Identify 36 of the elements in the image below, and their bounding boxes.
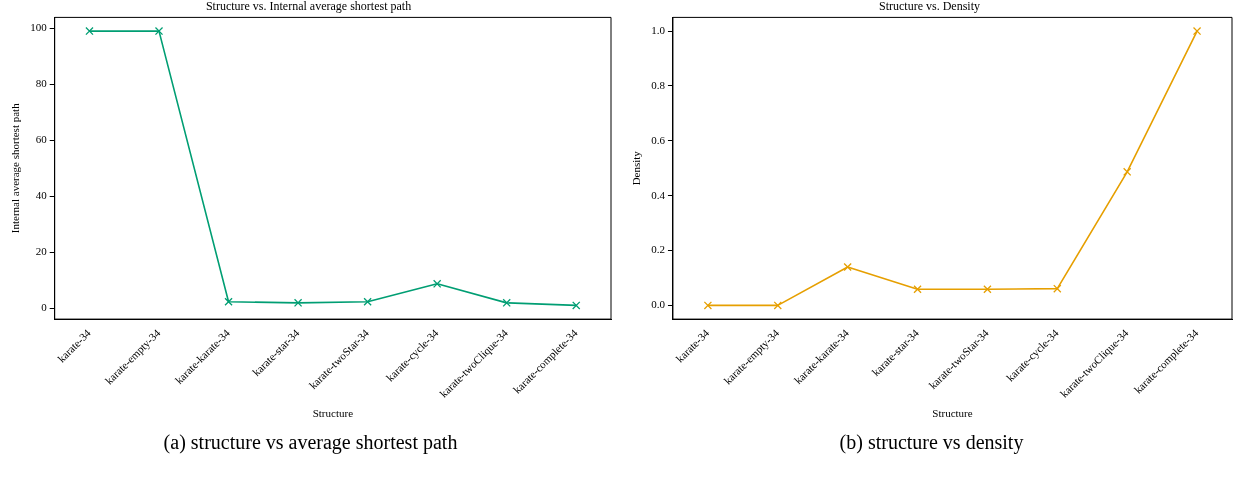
y-tick-label: 0.6 <box>651 133 666 146</box>
point <box>502 298 511 308</box>
y-tick-label: 20 <box>35 245 48 258</box>
point <box>983 285 992 294</box>
point <box>1122 167 1132 176</box>
x-axis-title: Structure <box>312 407 354 420</box>
text: (a) structure vs average shortest path <box>162 431 459 454</box>
point <box>773 301 782 310</box>
point <box>85 26 94 36</box>
point <box>432 279 442 289</box>
y-tick-label: 0.0 <box>651 298 666 311</box>
text: (b) structure vs density <box>838 431 1025 454</box>
point <box>154 26 164 36</box>
point <box>1053 284 1062 293</box>
point <box>224 297 233 306</box>
y-tick-label: 100 <box>30 21 48 34</box>
x-axis-title: Structure <box>932 407 973 420</box>
chart-title: Structure vs. Density <box>879 0 980 14</box>
point <box>913 285 922 294</box>
point <box>363 297 372 306</box>
y-tick-label: 40 <box>35 189 48 202</box>
y-tick-label: 0.8 <box>651 78 666 91</box>
y-axis-title: Density <box>630 150 643 186</box>
point <box>293 298 303 308</box>
point <box>1192 26 1202 36</box>
y-axis-title: Internal average shortest path <box>9 102 22 234</box>
y-tick-label: 0.4 <box>651 188 666 201</box>
y-tick-label: 0 <box>41 301 48 314</box>
point <box>703 301 713 310</box>
y-tick-label: 1.0 <box>651 24 666 36</box>
point <box>572 301 581 310</box>
chart-title: Structure vs. Internal average shortest path <box>205 0 412 14</box>
point <box>843 262 852 272</box>
y-tick-label: 0.2 <box>651 243 665 256</box>
y-tick-label: 60 <box>35 133 48 146</box>
y-tick-label: 80 <box>35 77 48 90</box>
